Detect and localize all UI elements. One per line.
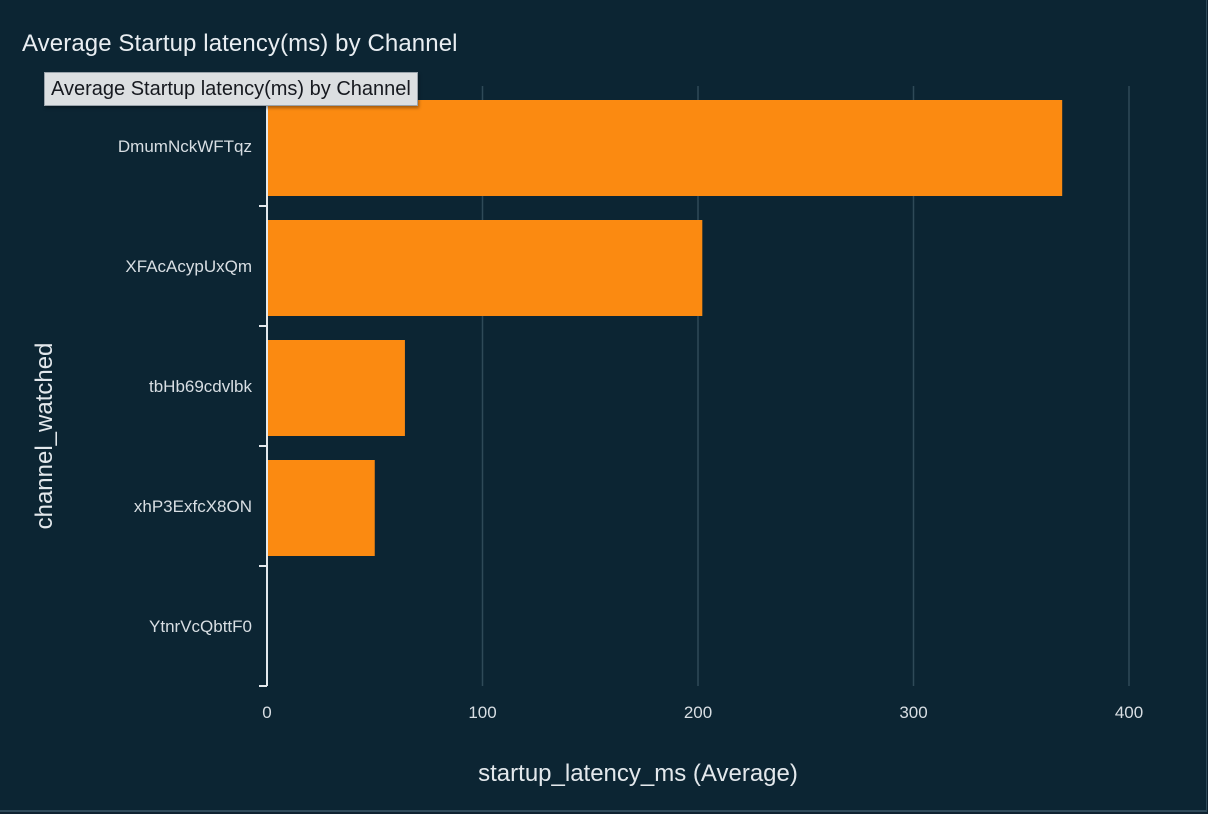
- x-tick-label: 0: [262, 703, 271, 722]
- chart-title: Average Startup latency(ms) by Channel: [22, 30, 458, 57]
- bar[interactable]: [268, 100, 1063, 196]
- title-tooltip: Average Startup latency(ms) by Channel: [44, 72, 418, 106]
- y-tick-label: DmumNckWFTqz: [118, 137, 252, 156]
- axes: [259, 86, 268, 687]
- x-tick-label: 400: [1115, 703, 1143, 722]
- x-tick-label: 200: [684, 703, 712, 722]
- x-tick-label: 300: [899, 703, 927, 722]
- bars: [268, 100, 1063, 556]
- bar[interactable]: [268, 460, 375, 556]
- bar[interactable]: [268, 220, 703, 316]
- y-tick-label: XFAcAcypUxQm: [125, 257, 252, 276]
- y-axis-title: channel_watched: [31, 343, 58, 530]
- x-tick-label: 100: [468, 703, 496, 722]
- x-axis-title: startup_latency_ms (Average): [478, 760, 798, 787]
- y-tick-label: tbHb69cdvlbk: [149, 377, 253, 396]
- y-tick-label: YtnrVcQbttF0: [149, 617, 252, 636]
- y-tick-label: xhP3ExfcX8ON: [134, 497, 252, 516]
- tick-labels: 0 100 200 300 400 DmumNckWFTqz XFAcAcypUxQm tbH…: [118, 137, 1143, 722]
- bar[interactable]: [268, 340, 405, 436]
